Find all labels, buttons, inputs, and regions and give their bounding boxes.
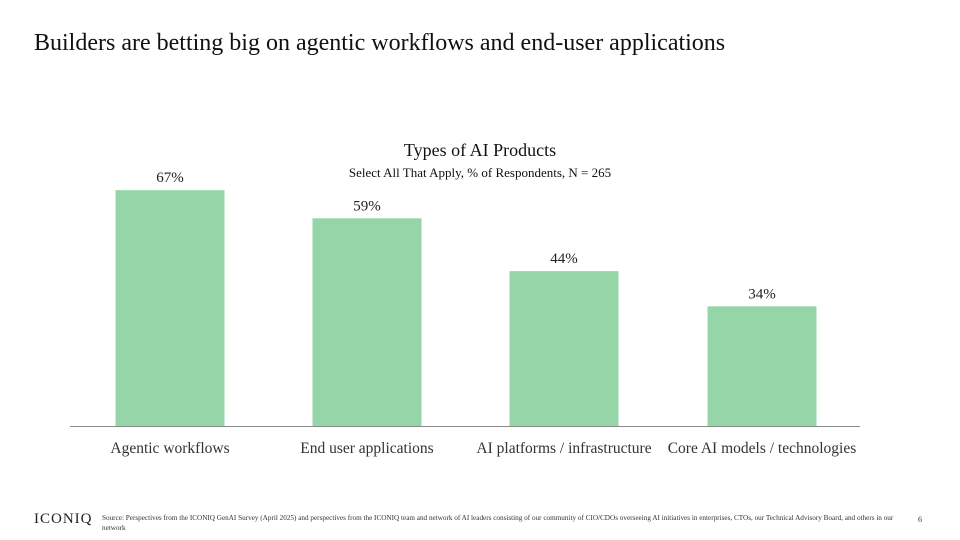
category-label: End user applications <box>300 440 433 457</box>
data-label: 67% <box>156 170 184 186</box>
data-label: 44% <box>550 251 578 267</box>
category-label: AI platforms / infrastructure <box>476 440 651 457</box>
category-label: Core AI models / technologies <box>668 440 857 457</box>
data-label: 34% <box>748 286 776 302</box>
source-note: Source: Perspectives from the ICONIQ Gen… <box>102 514 894 532</box>
chart-subtitle: Select All That Apply, % of Respondents,… <box>348 165 612 180</box>
category-label: Agentic workflows <box>110 440 229 457</box>
bar <box>115 190 225 426</box>
slide-title: Builders are betting big on agentic work… <box>34 30 726 56</box>
bar <box>509 271 619 426</box>
data-label: 59% <box>353 198 381 214</box>
chart-title: Types of AI Products <box>403 140 557 160</box>
page-number: 6 <box>918 515 922 524</box>
iconiq-logo: ICONIQ <box>34 511 93 527</box>
bar <box>707 306 817 426</box>
bar <box>312 218 422 426</box>
